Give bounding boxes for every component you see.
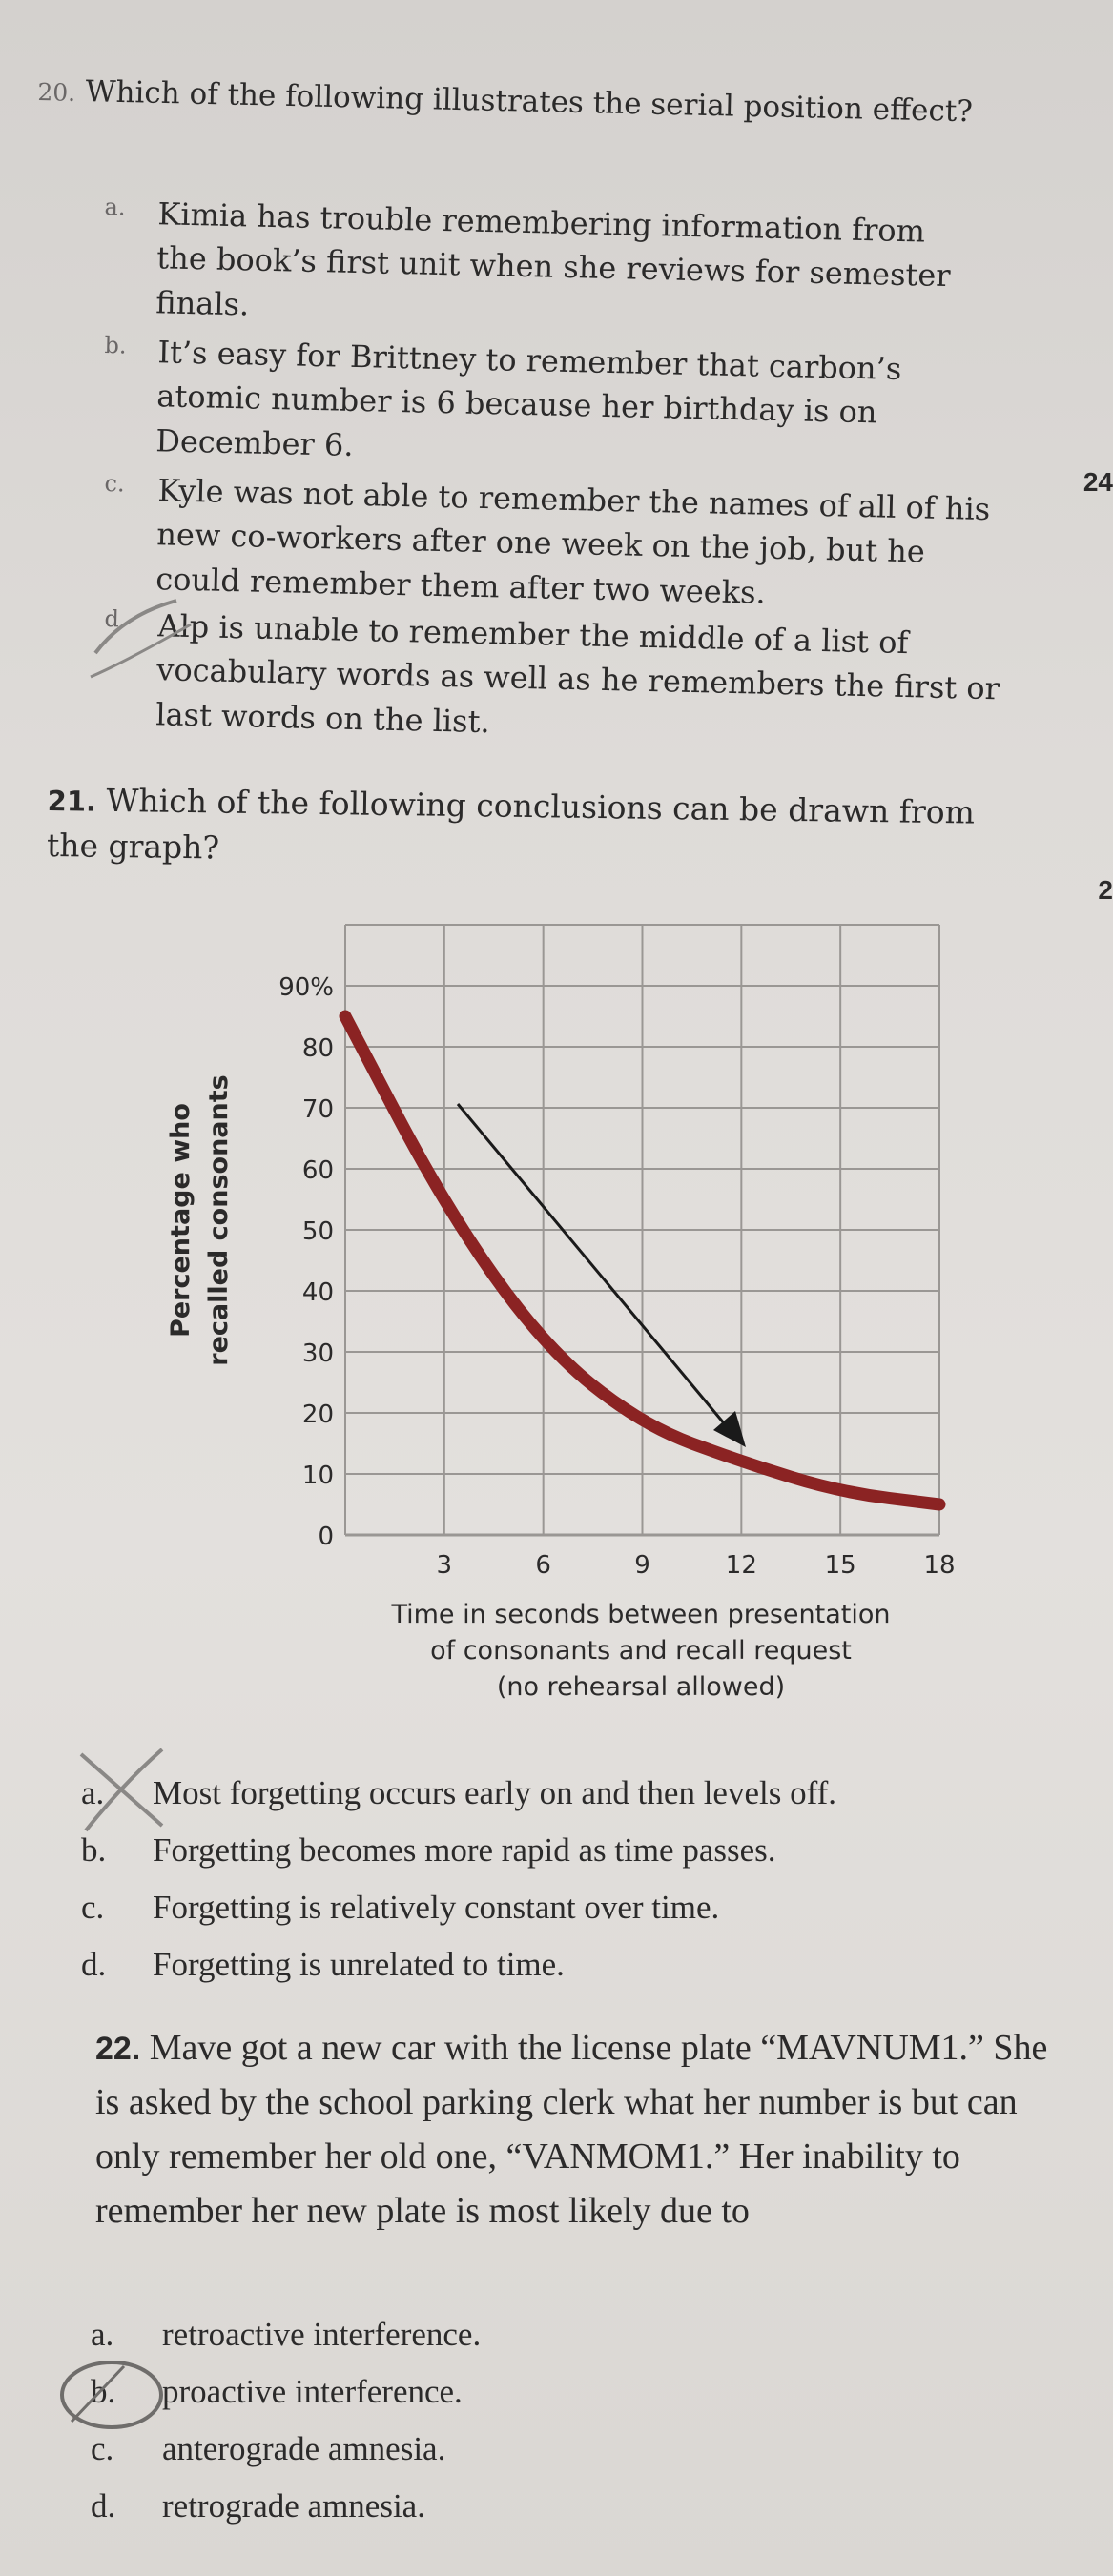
question-22-option-a[interactable]: a. retroactive interference. [91, 2315, 481, 2355]
option-letter: b. [81, 1831, 107, 1869]
data-point [740, 1461, 743, 1463]
y-tick-label: 40 [302, 1278, 334, 1307]
option-text: It’s easy for Brittney to remember that … [155, 334, 902, 463]
option-text: Alp is unable to remember the middle of … [155, 607, 1000, 740]
question-22-option-d[interactable]: d. retrograde amnesia. [91, 2486, 425, 2526]
x-axis-label-line1: Time in seconds between presentation [390, 1600, 890, 1629]
question-21-option-a[interactable]: a. Most forgetting occurs early on and th… [81, 1773, 836, 1813]
y-tick-label: 50 [302, 1217, 334, 1246]
question-21-option-d[interactable]: d. Forgetting is unrelated to time. [81, 1945, 565, 1985]
question-21-option-c[interactable]: c. Forgetting is relatively constant over… [81, 1888, 719, 1928]
question-20-text: Which of the following illustrates the s… [85, 74, 974, 130]
question-22-number: 22. [95, 2031, 141, 2067]
option-text: Forgetting becomes more rapid as time pa… [153, 1831, 776, 1869]
question-21-number: 21. [47, 784, 97, 818]
decline-arrow [456, 1103, 746, 1447]
question-21-text: Which of the following conclusions can b… [46, 781, 976, 867]
question-20-option-a[interactable]: a. Kimia has trouble remembering informat… [102, 191, 979, 343]
y-tick-label: 60 [302, 1156, 334, 1185]
y-axis-label-line2: recalled consonants [204, 1074, 234, 1365]
x-tick-label: 15 [825, 1551, 856, 1580]
option-text: retrograde amnesia. [162, 2487, 425, 2525]
data-point [839, 1491, 842, 1494]
option-text: anterograde amnesia. [162, 2430, 446, 2467]
question-20-number: 20. [37, 77, 76, 107]
x-tick-label: 6 [535, 1551, 551, 1580]
x-axis-label-line3: (no rehearsal allowed) [497, 1672, 785, 1702]
question-20-option-c[interactable]: c. Kyle was not able to remember the name… [102, 467, 1017, 621]
x-axis-label-line2: of consonants and recall request [430, 1636, 852, 1666]
pencil-cross-mark-icon [79, 1748, 164, 1832]
question-21: 21. Which of the following conclusions c… [47, 777, 1001, 882]
option-text: Forgetting is unrelated to time. [153, 1946, 565, 1983]
y-tick-label: 90% [278, 973, 334, 1002]
pencil-check-mark-icon [90, 599, 192, 679]
data-point [443, 1204, 445, 1207]
pencil-circle-mark-icon [60, 2361, 163, 2429]
option-text: retroactive interference. [162, 2316, 482, 2353]
question-20: 20. Which of the following illustrates t… [37, 67, 992, 134]
y-tick-label: 70 [302, 1095, 334, 1124]
y-tick-label: 30 [302, 1339, 334, 1368]
option-text: proactive interference. [162, 2373, 463, 2410]
arrowhead-icon [713, 1411, 746, 1447]
y-tick-label: 80 [302, 1034, 334, 1063]
option-letter: c. [104, 469, 126, 498]
y-tick-label: 0 [318, 1523, 334, 1551]
data-point [938, 1503, 940, 1505]
question-22-option-c[interactable]: c. anterograde amnesia. [91, 2429, 445, 2469]
option-letter: a. [91, 2316, 114, 2353]
y-axis-ticks: 0 10 20 30 40 50 60 70 80 90% [278, 973, 334, 1551]
option-letter: a. [81, 1774, 105, 1811]
question-22-text: Mave got a new car with the license plat… [95, 2028, 1048, 2231]
forgetting-curve-line [339, 1010, 946, 1511]
data-point [542, 1344, 545, 1347]
option-letter: a. [104, 193, 126, 221]
x-tick-label: 12 [726, 1551, 757, 1580]
option-letter: c. [81, 1889, 105, 1926]
option-letter: b. [104, 331, 127, 359]
option-text: Forgetting is relatively constant over t… [153, 1889, 720, 1926]
option-letter: d. [91, 2487, 116, 2525]
question-22-option-b[interactable]: b. proactive interference. [91, 2372, 463, 2412]
y-tick-label: 20 [302, 1400, 334, 1429]
x-tick-label: 18 [923, 1551, 955, 1580]
question-20-option-b[interactable]: b. It’s easy for Brittney to remember tha… [102, 329, 959, 480]
data-point [641, 1423, 644, 1426]
option-text: Kimia has trouble remembering informatio… [155, 195, 952, 323]
forgetting-curve-chart: 0 10 20 30 40 50 60 70 80 90% 3 6 9 12 15 18 Percentag… [166, 924, 956, 1702]
y-tick-label: 10 [302, 1462, 334, 1490]
adjacent-page-number-2: 2 [1098, 875, 1113, 905]
x-axis-ticks: 3 6 9 12 15 18 [437, 1551, 956, 1580]
chart-grid [344, 924, 940, 1537]
option-letter: d. [81, 1946, 107, 1983]
question-20-option-d[interactable]: d. Alp is unable to remember the middle o… [102, 603, 1036, 756]
series-layer [339, 1010, 946, 1511]
adjacent-page-number: 24 [1082, 467, 1113, 497]
data-point [344, 1015, 346, 1017]
x-tick-label: 3 [437, 1551, 453, 1580]
option-letter: c. [91, 2430, 114, 2467]
x-tick-label: 9 [634, 1551, 650, 1580]
option-text: Most forgetting occurs early on and then… [153, 1774, 837, 1811]
y-axis-label-line1: Percentage who [166, 1103, 196, 1338]
question-21-option-b[interactable]: b. Forgetting becomes more rapid as time … [81, 1830, 776, 1871]
option-text: Kyle was not able to remember the names … [155, 472, 991, 611]
question-22: 22. Mave got a new car with the license … [95, 2021, 1059, 2239]
